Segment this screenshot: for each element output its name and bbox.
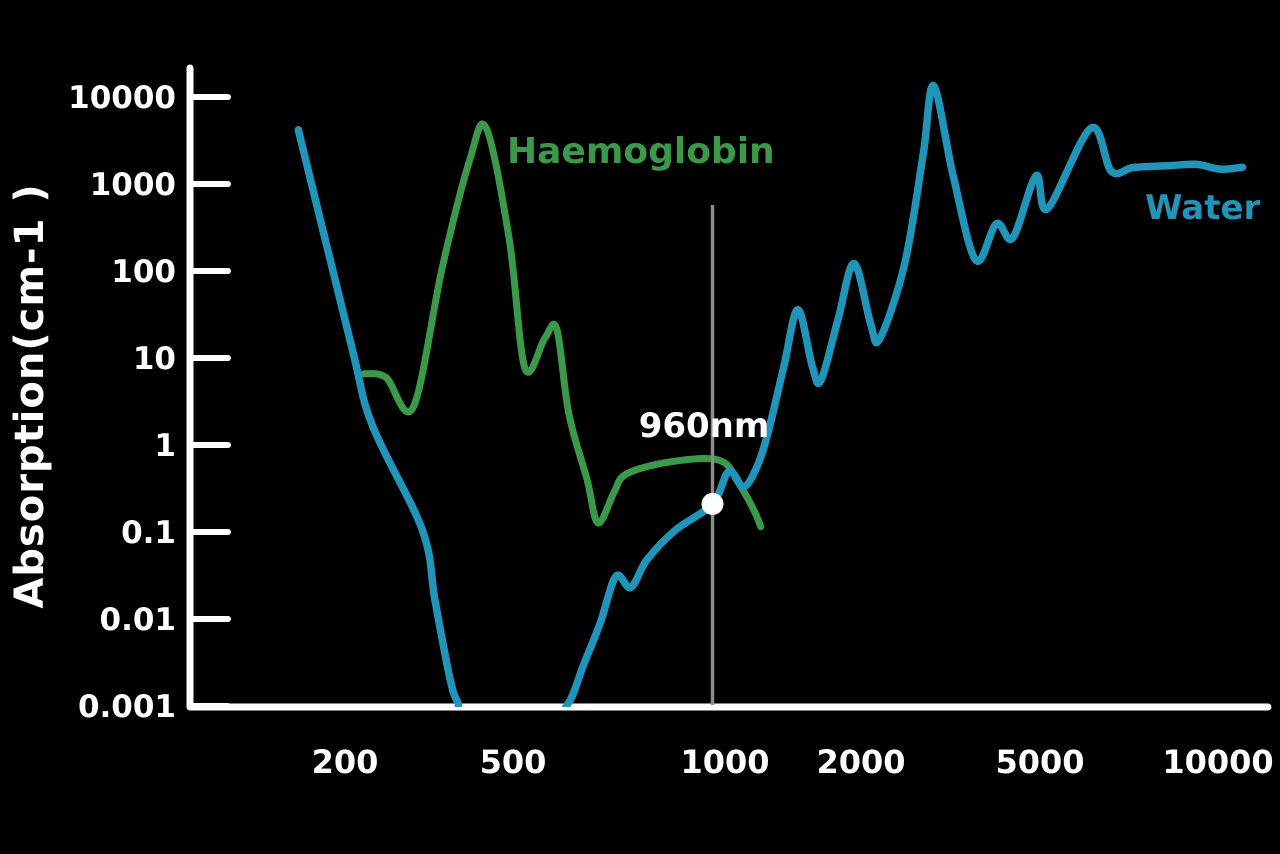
y-tick-label: 0.1: [121, 515, 176, 551]
curves: [294, 81, 1247, 707]
y-tick-label: 10000: [68, 80, 176, 116]
960nm-marker-dot: [701, 492, 724, 515]
960nm-annotation-label: 960nm: [638, 406, 770, 446]
y-tick-label: 10: [133, 341, 176, 377]
y-tick-label: 100: [111, 254, 176, 290]
y-tick-label: 1: [154, 428, 176, 464]
x-tick-label: 10000: [1162, 743, 1273, 781]
x-tick-label: 1000: [680, 743, 769, 781]
haemoglobin-curve: [360, 120, 765, 531]
water-curve: [294, 81, 1247, 707]
y-axis-ticks: [187, 94, 231, 709]
y-tick-label: 0.001: [78, 689, 176, 725]
y-tick-label: 1000: [90, 167, 176, 203]
annotation-960nm: [701, 205, 724, 705]
x-tick-label: 500: [480, 743, 547, 781]
y-axis-title: Absorption(cm-1 ): [7, 183, 53, 609]
x-tick-label: 5000: [995, 743, 1084, 781]
haemoglobin-curve-label: Haemoglobin: [507, 131, 775, 172]
x-tick-label: 200: [312, 743, 379, 781]
tick-labels: 10000 1000 100 10 1 0.1 0.01 0.001 200 500 1000 200…: [68, 80, 1274, 781]
x-tick-label: 2000: [816, 743, 905, 781]
water-curve-label: Water: [1145, 188, 1261, 228]
y-tick-label: 0.01: [100, 602, 177, 638]
